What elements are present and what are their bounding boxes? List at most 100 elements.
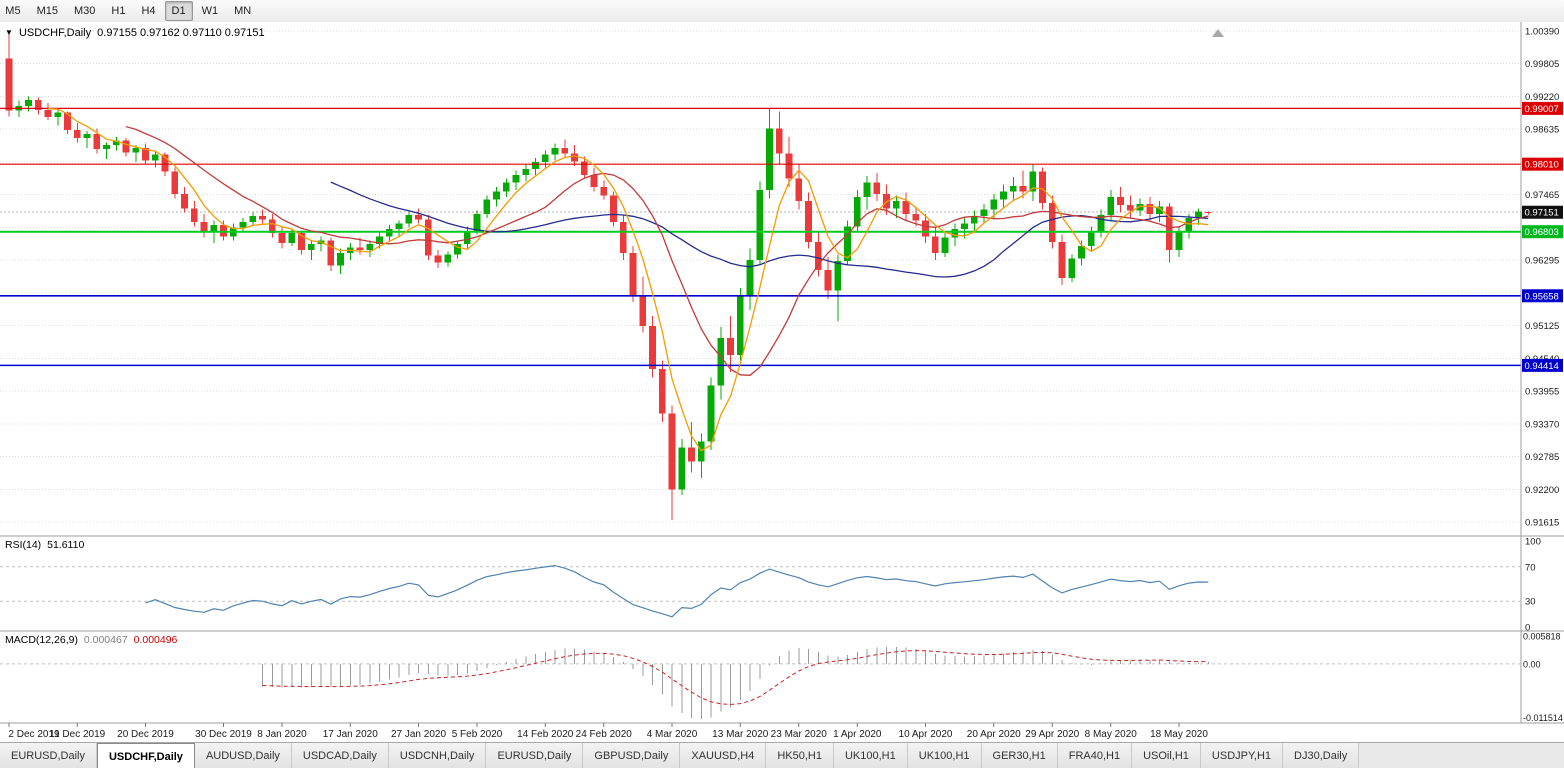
price-box-label: 0.99007 — [1525, 104, 1559, 115]
chart-tab-USDCAD-Daily[interactable]: USDCAD,Daily — [291, 743, 389, 768]
chart-tab-USDJPY-H1[interactable]: USDJPY,H1 — [1200, 743, 1284, 768]
timeframe-button-D1[interactable]: D1 — [164, 1, 193, 21]
timeframe-button-M30[interactable]: M30 — [73, 5, 96, 17]
chart-shift-marker[interactable] — [1212, 29, 1224, 37]
chart-tab-EURUSD-Daily[interactable]: EURUSD,Daily — [486, 743, 584, 768]
chart-tab-FRA40-H1[interactable]: FRA40,H1 — [1057, 743, 1133, 768]
timeframe-buttons: M1M5M15M30H1H4D1W1MN — [0, 0, 259, 22]
price-scale-label: 0.93370 — [1525, 419, 1559, 430]
date-label: 27 Jan 2020 — [391, 729, 446, 740]
pane-separators — [0, 22, 1564, 724]
price-box-0.99007 — [1522, 101, 1563, 115]
macd-scale-label: 0.00 — [1523, 659, 1541, 669]
date-label: 17 Jan 2020 — [323, 729, 378, 740]
date-label: 18 May 2020 — [1150, 729, 1208, 740]
macd-signal-value: 0.000496 — [133, 634, 178, 646]
chart-title-symbol: USDCHF,Daily — [18, 27, 92, 39]
price-box-0.95658 — [1522, 289, 1563, 303]
chart-canvas[interactable]: 1.00390 0.99805 0.99220 0.98635 0.97465 0.962… — [0, 22, 1564, 742]
chart-tab-USDCNH-Daily[interactable]: USDCNH,Daily — [388, 743, 487, 768]
price-scale[interactable]: 1.00390 0.99805 0.99220 0.98635 0.97465 0.962… — [1522, 27, 1563, 529]
macd-main-value: 0.000467 — [83, 634, 128, 646]
chart-tab-AUDUSD-Daily[interactable]: AUDUSD,Daily — [194, 743, 292, 768]
price-box-label: 0.96803 — [1525, 227, 1559, 238]
rsi-line — [145, 564, 1209, 618]
rsi-scale-label: 0 — [1525, 623, 1530, 634]
date-label: 10 Apr 2020 — [899, 729, 953, 740]
price-box-label: 0.97151 — [1525, 208, 1559, 219]
timeframe-button-W1[interactable]: W1 — [201, 5, 219, 17]
timeframe-button-H4[interactable]: H4 — [141, 5, 156, 17]
timeframe-button-M5[interactable]: M5 — [5, 5, 21, 17]
price-scale-label: 0.99805 — [1525, 59, 1559, 70]
chart-tab-GER30-H1[interactable]: GER30,H1 — [981, 743, 1058, 768]
macd-label: MACD(12,26,9) 0.000467 0.000496 — [5, 634, 180, 646]
date-label: 8 May 2020 — [1085, 729, 1138, 740]
date-label: 30 Dec 2019 — [195, 729, 252, 740]
rsi-label: RSI(14) 51.6110 — [5, 539, 87, 551]
chart-tab-DJ30-Daily[interactable]: DJ30,Daily — [1283, 743, 1360, 768]
rsi-pane: 100 70 30 0 — [0, 537, 1541, 634]
price-scale-label: 0.95125 — [1525, 321, 1559, 332]
macd-indicator-name: MACD(12,26,9) — [5, 634, 78, 646]
macd-scale-label: -0.011514 — [1523, 713, 1563, 723]
rsi-scale-label: 30 — [1525, 597, 1536, 608]
price-scale-label: 0.93955 — [1525, 387, 1559, 398]
price-box-0.97151 — [1522, 205, 1563, 219]
rsi-indicator-value: 51.6110 — [47, 539, 85, 551]
price-scale-label: 0.92785 — [1525, 452, 1559, 463]
date-label: 2 Dec 2019 — [8, 729, 60, 740]
date-label: 8 Jan 2020 — [257, 729, 307, 740]
rsi-scale-label: 100 — [1525, 537, 1541, 548]
chart-tab-HK50-H1[interactable]: HK50,H1 — [766, 743, 834, 768]
ma-5-line — [47, 108, 1209, 452]
date-label: 24 Feb 2020 — [576, 729, 633, 740]
ma-13-line — [125, 125, 1209, 376]
chart-tab-bar: EURUSD,Daily USDCHF,Daily AUDUSD,Daily USDC… — [0, 742, 1564, 768]
chart-tab-EURUSD-Daily[interactable]: EURUSD,Daily — [0, 743, 97, 768]
price-scale-label: 0.98635 — [1525, 125, 1559, 136]
date-label: 29 Apr 2020 — [1025, 729, 1079, 740]
price-box-0.98010 — [1522, 157, 1563, 171]
price-scale-label: 0.97465 — [1525, 190, 1559, 201]
chart-tab-GBPUSD-Daily[interactable]: GBPUSD,Daily — [583, 743, 681, 768]
timeframe-button-H1[interactable]: H1 — [111, 5, 126, 17]
price-box-label: 0.94414 — [1525, 361, 1559, 372]
date-label: 14 Feb 2020 — [517, 729, 574, 740]
rsi-indicator-name: RSI(14) — [5, 539, 42, 551]
price-scale-label: 0.96295 — [1525, 256, 1559, 267]
date-label: 4 Mar 2020 — [647, 729, 698, 740]
price-box-label: 0.98010 — [1525, 160, 1559, 171]
rsi-scale-label: 70 — [1525, 562, 1536, 573]
date-label: 11 Dec 2019 — [49, 729, 105, 740]
price-scale-label: 0.92200 — [1525, 485, 1559, 496]
price-box-label: 0.95658 — [1525, 291, 1559, 302]
date-label: 5 Feb 2020 — [452, 729, 503, 740]
chart-title: ▼ USDCHF,Daily 0.97155 0.97162 0.97110 0… — [5, 27, 268, 39]
symbol-menu-icon[interactable]: ▼ — [5, 28, 13, 37]
chart-tab-UK100-H1[interactable]: UK100,H1 — [907, 743, 982, 768]
price-scale-label: 0.99220 — [1525, 92, 1559, 103]
chart-window[interactable]: 1.00390 0.99805 0.99220 0.98635 0.97465 0.962… — [0, 22, 1564, 742]
macd-signal-line — [262, 650, 1209, 706]
chart-tab-USDCHF-Daily[interactable]: USDCHF,Daily — [96, 743, 195, 768]
date-label: 20 Apr 2020 — [967, 729, 1021, 740]
date-label: 1 Apr 2020 — [833, 729, 882, 740]
macd-histogram — [262, 646, 1209, 719]
chart-tab-XAUUSD-H4[interactable]: XAUUSD,H4 — [680, 743, 767, 768]
price-scale-label: 0.91615 — [1525, 517, 1559, 528]
price-scale-label: 1.00390 — [1525, 27, 1559, 38]
horizontal-lines — [0, 107, 1521, 367]
timeframes-toolbar: M1M5M15M30H1H4D1W1MN — [0, 0, 1564, 23]
date-label: 23 Mar 2020 — [771, 729, 828, 740]
moving-averages — [47, 108, 1209, 452]
macd-scale-label: 0.005818 — [1523, 632, 1561, 642]
chart-tab-UK100-H1[interactable]: UK100,H1 — [833, 743, 908, 768]
timeframe-button-MN[interactable]: MN — [234, 5, 252, 17]
macd-pane: 0.005818 0.00 -0.011514 — [0, 632, 1563, 723]
timeframe-button-M15[interactable]: M15 — [36, 5, 58, 17]
chart-tab-USOil-H1[interactable]: USOil,H1 — [1132, 743, 1201, 768]
price-box-0.96803 — [1522, 225, 1563, 239]
